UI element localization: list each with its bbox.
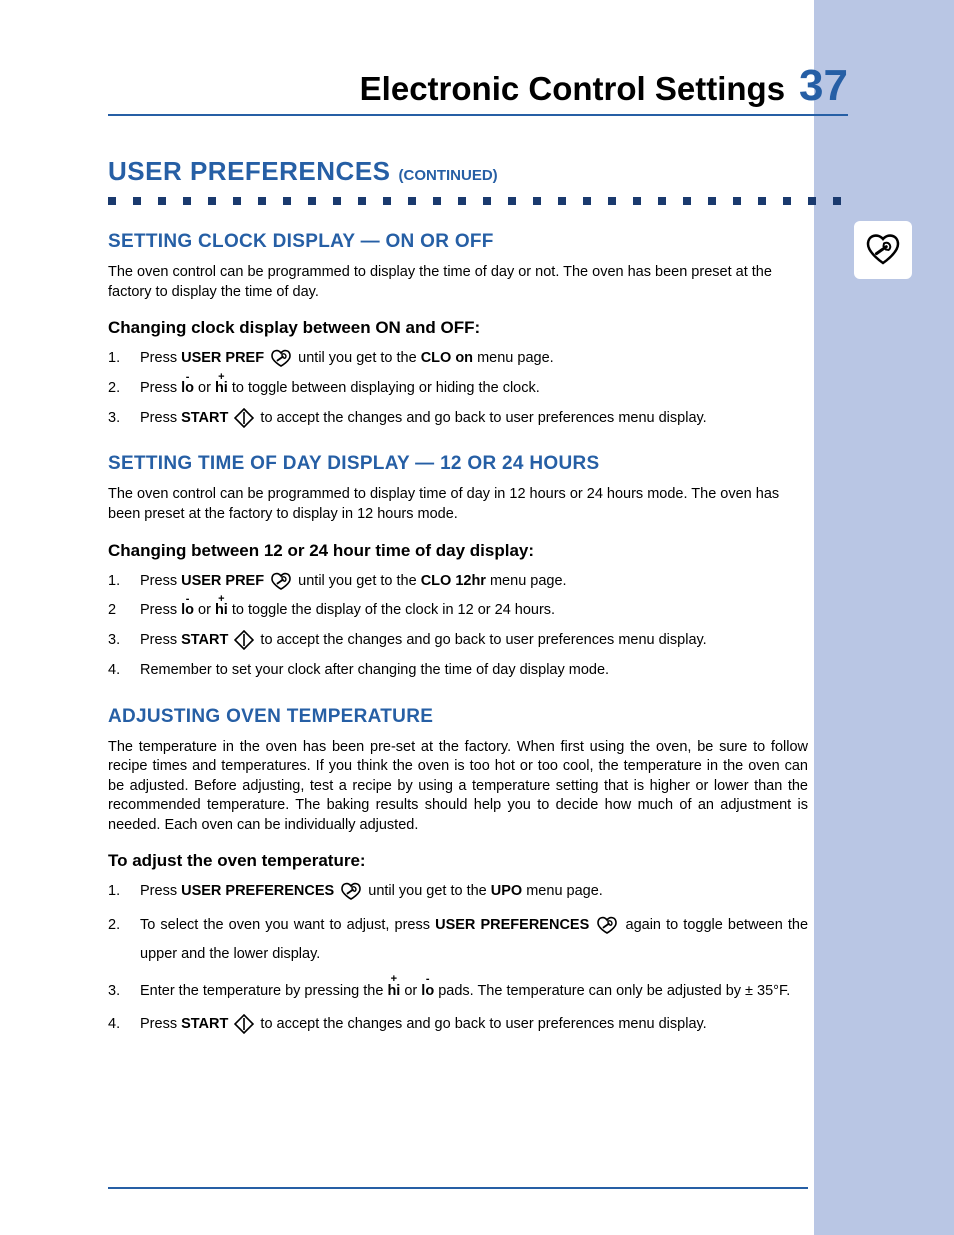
step-1: Press USER PREF until you get to the CLO…	[108, 348, 808, 370]
dotted-divider	[108, 197, 848, 205]
hi-plus-icon: +hi	[215, 378, 228, 400]
hi-plus-icon: +hi	[387, 977, 400, 1006]
oven-temp-heading: ADJUSTING OVEN TEMPERATURE	[108, 706, 808, 728]
wrench-icon	[340, 882, 362, 900]
wrench-icon	[270, 572, 292, 590]
oven-temp-steps: Press USER PREFERENCES until you get to …	[108, 881, 808, 1036]
start-diamond-icon	[234, 408, 254, 428]
wrench-icon	[270, 349, 292, 367]
start-diamond-icon	[234, 630, 254, 650]
section-title: USER PREFERENCES	[108, 156, 391, 187]
sidebar-strip	[814, 0, 954, 1235]
step-1: Press USER PREFERENCES until you get to …	[108, 881, 808, 903]
page-title-row: Electronic Control Settings 37	[108, 64, 848, 116]
lo-minus-icon: -lo	[181, 600, 194, 622]
lo-minus-icon: -lo	[181, 378, 194, 400]
time-display-heading: SETTING TIME OF DAY DISPLAY — 12 OR 24 H…	[108, 453, 808, 475]
section-subtitle: (CONTINUED)	[399, 167, 498, 184]
time-display-sub: Changing between 12 or 24 hour time of d…	[108, 541, 808, 561]
step-3: Press START to accept the changes and go…	[108, 630, 808, 652]
lo-minus-icon: -lo	[421, 977, 434, 1006]
time-display-steps: Press USER PREF until you get to the CLO…	[108, 571, 808, 682]
step-2: Press -lo or +hi to toggle between displ…	[108, 378, 808, 400]
wrench-icon	[596, 916, 618, 934]
hi-plus-icon: +hi	[215, 600, 228, 622]
step-1: Press USER PREF until you get to the CLO…	[108, 571, 808, 593]
time-display-intro: The oven control can be programmed to di…	[108, 485, 808, 524]
page-content: Electronic Control Settings 37 USER PREF…	[108, 64, 808, 1060]
clock-display-heading: SETTING CLOCK DISPLAY — ON OR OFF	[108, 231, 808, 253]
clock-display-steps: Press USER PREF until you get to the CLO…	[108, 348, 808, 429]
page-title: Electronic Control Settings	[360, 70, 785, 108]
oven-temp-sub: To adjust the oven temperature:	[108, 851, 808, 871]
step-2: To select the oven you want to adjust, p…	[108, 911, 808, 969]
step-4: Remember to set your clock after changin…	[108, 660, 808, 682]
step-2: Press -lo or +hi to toggle the display o…	[108, 600, 808, 622]
wrench-heart-icon	[862, 229, 904, 271]
oven-temp-intro: The temperature in the oven has been pre…	[108, 738, 808, 836]
section-title-row: USER PREFERENCES (CONTINUED)	[108, 156, 808, 187]
step-3: Press START to accept the changes and go…	[108, 408, 808, 430]
start-diamond-icon	[234, 1014, 254, 1034]
page-number: 37	[799, 64, 848, 108]
bottom-rule	[108, 1187, 808, 1189]
wrench-heart-badge	[854, 221, 912, 279]
step-4: Press START to accept the changes and go…	[108, 1014, 808, 1036]
step-3: Enter the temperature by pressing the +h…	[108, 977, 808, 1006]
clock-display-sub: Changing clock display between ON and OF…	[108, 318, 808, 338]
clock-display-intro: The oven control can be programmed to di…	[108, 263, 808, 302]
